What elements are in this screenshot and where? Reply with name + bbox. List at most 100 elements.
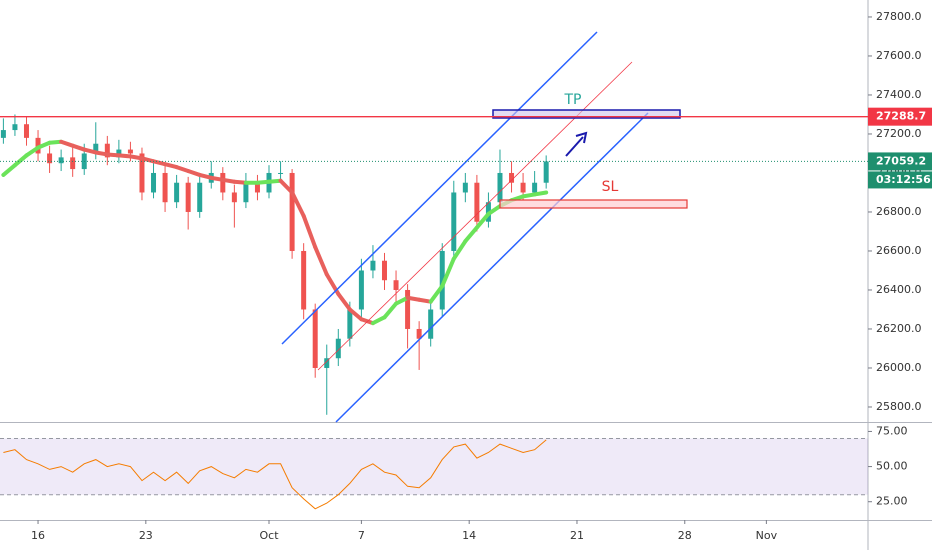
candle-body [439,250,445,310]
price-label-box [868,152,932,171]
ma-segment [70,143,87,152]
ma-segment [347,307,364,322]
ma-segment [359,317,375,326]
y-tick-label: 26400.0 [876,283,922,296]
y-tick-label: 27600.0 [876,49,922,62]
candle-body [312,309,318,368]
x-tick-label: 23 [139,529,153,542]
y-tick-label: 25800.0 [876,400,922,413]
rsi-tick-label: 25.00 [876,495,908,508]
ma-segment [463,225,479,244]
candle-body [12,124,18,131]
candle-body [370,260,376,271]
candle-body [231,192,237,203]
y-tick-label: 27200.0 [876,127,922,140]
candle-body [393,280,399,290]
candle-body [301,250,307,310]
candle-body [174,182,180,203]
rsi-band [0,438,868,495]
y-tick-label: 26800.0 [876,205,922,218]
candle-body [405,289,411,329]
candle-body [509,172,515,183]
channel-upper [281,31,598,345]
ma-segment [301,213,318,250]
ma-segment [382,301,399,320]
arrow-shaft [565,136,584,157]
tp-label: TP [564,92,582,108]
ma-segment [313,245,329,277]
ma-segment [174,165,191,174]
ma-segment [451,239,468,261]
x-tick-label: 7 [358,529,365,542]
ma-segment [370,315,387,326]
candle-body [104,143,110,158]
candle-body [347,309,353,339]
y-tick-label: 26000.0 [876,361,922,374]
x-tick-label: Nov [756,529,778,542]
rsi-line [3,439,547,510]
x-tick-label: 16 [31,529,45,542]
candle-body [278,172,284,174]
channel-lower [335,112,649,423]
candle-body [243,182,249,203]
price-label: 27288.7 [876,110,926,123]
candle-body [23,124,29,138]
candle-body [324,358,330,368]
candle-body [462,182,468,193]
y-tick-label: 27400.0 [876,88,922,101]
candle-body [474,182,480,222]
ma-segment [532,190,549,197]
price-pane [0,114,549,415]
tp-zone [492,109,681,119]
candle-body [220,172,226,193]
candle-body [520,182,526,193]
candle-body [543,161,549,183]
candle-body [428,309,434,339]
candle-body [47,153,53,164]
candle-body [58,157,64,164]
countdown-box [868,171,932,189]
candle-body [127,149,133,154]
x-tick-label: Oct [259,529,279,542]
ma-segment [474,211,491,230]
price-label-box [868,107,932,126]
candle-body [185,182,191,212]
candle-body [93,143,99,154]
candle-body [0,130,6,138]
ma-segment [36,140,52,150]
candle-body [139,153,145,193]
candle-body [358,270,364,310]
arrow-head [575,131,588,144]
x-tick-label: 28 [678,529,692,542]
candle-body [162,172,168,203]
ma-segment [278,178,295,195]
ma-segment [186,169,202,177]
sl-zone [499,199,688,209]
candle-body [497,172,503,203]
rsi-tick-label: 50.00 [876,460,908,473]
countdown: 03:12:56 [876,173,931,186]
candle-body [451,192,457,251]
ma-segment [12,153,29,168]
ma-segment [394,295,410,306]
rsi-tick-label: 75.00 [876,424,908,437]
ma-segment [24,145,41,158]
candle-body [532,182,538,193]
candle-body [197,182,203,212]
candle-body [151,172,157,193]
ma-segment [290,190,306,218]
x-tick-label: 21 [570,529,584,542]
y-tick-label: 27800.0 [876,10,922,23]
x-tick-label: 14 [462,529,476,542]
ma-segment [1,163,17,177]
ma-segment [336,291,352,312]
ma-segment [440,256,456,289]
candle-body [381,260,387,281]
candle-body [254,182,260,193]
ma-segment [486,204,502,216]
y-tick-label: 26200.0 [876,322,922,335]
candle-body [70,157,76,170]
y-tick-label: 26600.0 [876,244,922,257]
